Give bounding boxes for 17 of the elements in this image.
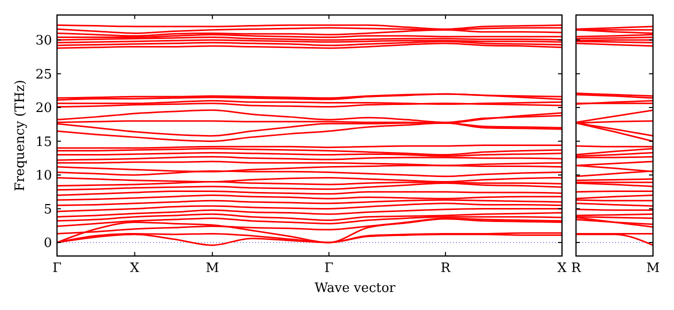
x-tick-label: M — [206, 261, 220, 276]
x-tick-label: R — [440, 261, 452, 276]
y-tick-label: 5 — [44, 202, 52, 218]
y-tick-label: 10 — [35, 168, 52, 184]
x-axis-title: Wave vector — [314, 281, 396, 296]
x-tick-label: X — [557, 261, 568, 276]
x-tick-label: M — [646, 261, 660, 276]
y-tick-label: 25 — [35, 67, 52, 82]
y-axis-title: Frequency (THz) — [13, 80, 28, 192]
x-tick-label: X — [130, 261, 140, 276]
x-tick-label: Γ — [324, 261, 334, 276]
y-tick-label: 20 — [35, 101, 52, 116]
x-tick-label: Γ — [52, 261, 62, 276]
y-tick-label: 15 — [35, 134, 52, 150]
y-tick-label: 0 — [44, 236, 52, 252]
y-tick-label: 30 — [35, 34, 52, 49]
x-tick-label: R — [571, 261, 582, 276]
